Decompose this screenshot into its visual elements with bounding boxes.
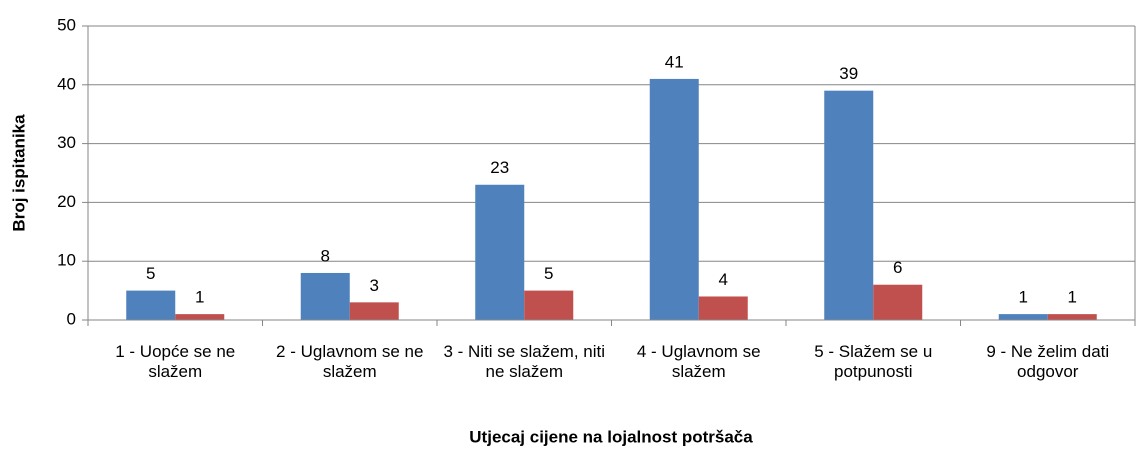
bar (698, 296, 748, 320)
x-tick-label: 9 - Ne želim dati odgovor (986, 342, 1110, 381)
bar (175, 314, 225, 320)
x-tick-label: 4 - Uglavnom se slažem (636, 342, 761, 381)
x-tick-label: 5 - Slažem se u potpunosti (814, 342, 933, 381)
y-tick-label: 40 (57, 74, 76, 93)
data-label: 1 (1019, 288, 1028, 307)
x-axis-title: Utjecaj cijene na lojalnost potršača (469, 427, 753, 446)
bar (824, 90, 874, 321)
data-label: 23 (490, 158, 509, 177)
y-tick-label: 30 (57, 133, 76, 152)
y-tick-label: 0 (67, 309, 76, 328)
data-label: 6 (893, 258, 902, 277)
data-label: 4 (719, 270, 728, 289)
bar (998, 314, 1048, 320)
bar (873, 284, 923, 320)
x-tick-label: 2 - Uglavnom se ne slažem (276, 342, 424, 381)
bar (524, 290, 574, 320)
data-label: 3 (370, 276, 379, 295)
x-tick-label: 1 - Uopće se ne slažem (115, 342, 236, 381)
y-tick-label: 50 (57, 15, 76, 34)
x-tick-label: 3 - Niti se slažem, niti ne slažem (443, 342, 606, 381)
bar (300, 272, 350, 320)
bar (475, 184, 525, 320)
y-tick-label: 10 (57, 251, 76, 270)
data-label: 1 (195, 288, 204, 307)
y-axis-title: Broj ispitanika (9, 114, 28, 232)
bar (349, 302, 399, 320)
bar (126, 290, 176, 320)
y-tick-label: 20 (57, 192, 76, 211)
data-label: 5 (146, 264, 155, 283)
bar (1047, 314, 1097, 320)
data-label: 8 (321, 246, 330, 265)
data-label: 41 (665, 52, 684, 71)
data-label: 1 (1068, 288, 1077, 307)
data-label: 39 (839, 64, 858, 83)
bar (649, 78, 699, 320)
data-label: 5 (544, 264, 553, 283)
